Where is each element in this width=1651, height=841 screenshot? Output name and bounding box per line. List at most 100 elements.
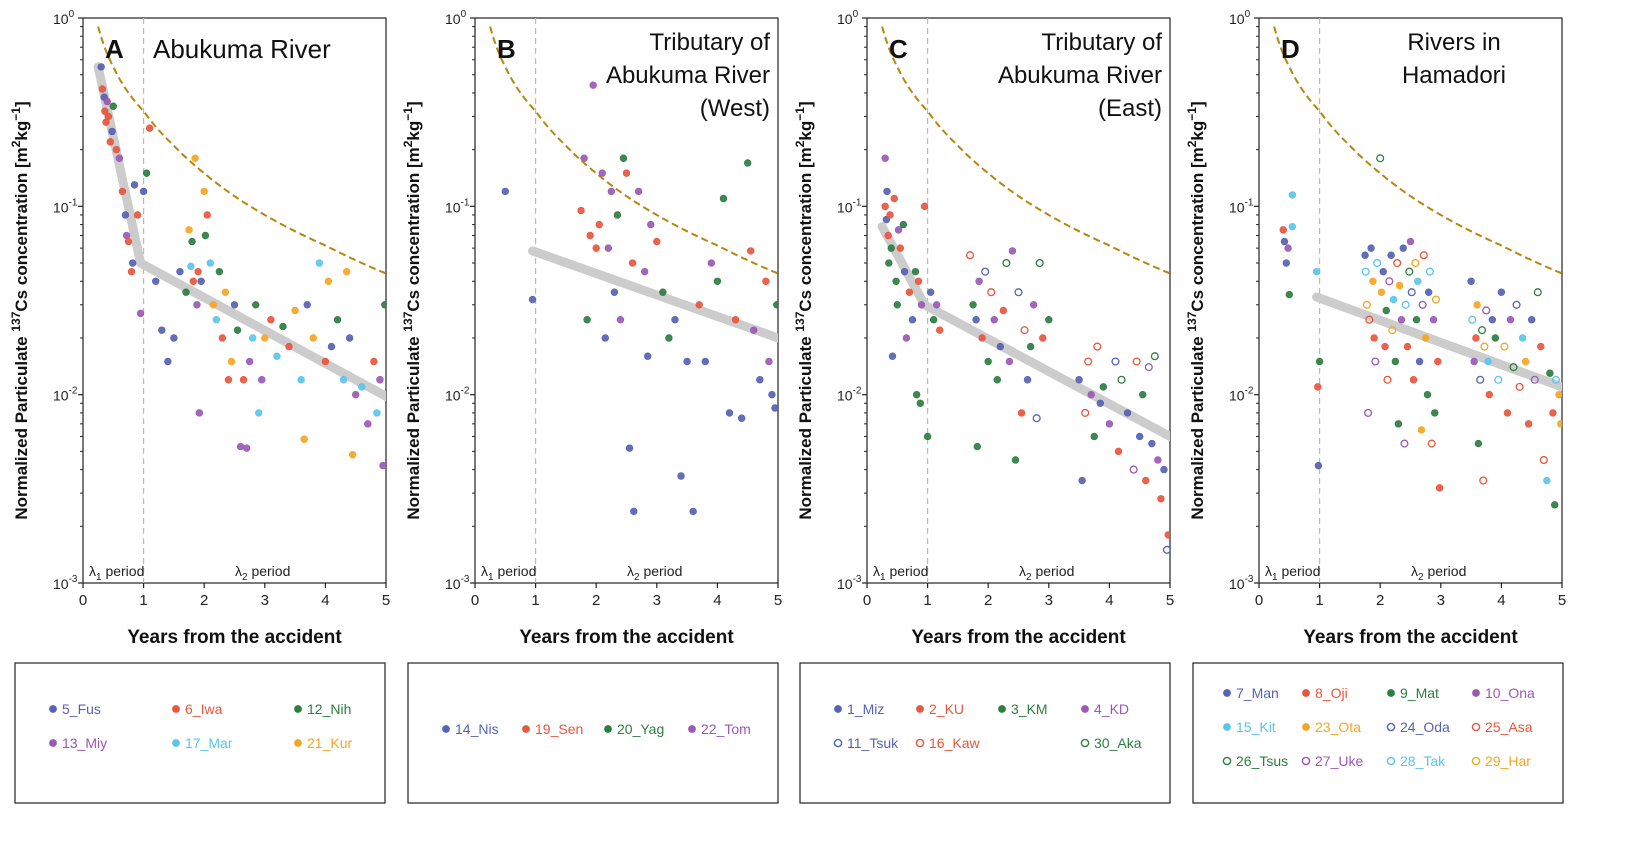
- y-tick-label: 10-2: [837, 386, 862, 404]
- data-point: [1008, 247, 1017, 255]
- data-point: [893, 301, 901, 309]
- data-point: [1387, 251, 1395, 259]
- data-point: [1144, 363, 1153, 372]
- legend-marker: [833, 738, 843, 748]
- data-point: [109, 102, 118, 110]
- legend-label: 9_Mat: [1400, 685, 1439, 701]
- data-point: [1521, 357, 1530, 366]
- trend-line: [877, 222, 1170, 441]
- reference-curve: [97, 26, 386, 275]
- data-point: [1379, 267, 1387, 276]
- x-tick-label: 3: [1045, 592, 1053, 609]
- data-point: [203, 211, 211, 219]
- data-point: [1132, 357, 1141, 366]
- period-text: period: [1424, 563, 1467, 579]
- lambda2-period-label: λ2 period: [1019, 563, 1074, 583]
- y-tick-exponent: -2: [461, 386, 470, 397]
- y-label-sup: 2: [9, 140, 23, 147]
- data-point: [888, 352, 897, 360]
- y-label-text: Normalized Particulate: [1188, 332, 1207, 520]
- data-point: [881, 154, 889, 162]
- data-point: [1546, 369, 1554, 377]
- data-point: [1468, 315, 1477, 324]
- data-point: [1045, 316, 1053, 324]
- y-tick-base: 10: [53, 388, 69, 404]
- data-point: [379, 461, 386, 470]
- data-point: [990, 316, 998, 324]
- legend-marker: [1223, 689, 1231, 697]
- y-label-text: ]: [404, 101, 423, 107]
- lambda-sub: 1: [96, 572, 102, 583]
- data-point: [1431, 295, 1441, 304]
- data-point: [333, 316, 342, 324]
- data-point: [586, 231, 594, 240]
- data-point: [1075, 376, 1083, 384]
- data-point: [695, 301, 703, 309]
- y-tick-exponent: -3: [1245, 574, 1254, 585]
- data-point: [258, 376, 266, 384]
- legend-label: 26_Tsus: [1236, 753, 1288, 769]
- data-point: [1162, 545, 1170, 554]
- legend-label: 14_Nis: [455, 721, 499, 737]
- legend-box: [14, 662, 386, 804]
- data-point: [1407, 288, 1416, 297]
- data-point: [170, 334, 178, 342]
- y-tick-exponent: 0: [69, 9, 75, 20]
- data-point: [1282, 259, 1290, 267]
- legend-marker: [1302, 689, 1310, 697]
- data-point: [630, 507, 638, 516]
- data-point: [1421, 334, 1430, 342]
- plot-frame: [866, 17, 1171, 584]
- y-label-sup: −1: [1185, 107, 1199, 121]
- lambda1-period-label: λ1 period: [1265, 563, 1320, 583]
- data-point: [1166, 584, 1173, 591]
- data-point: [358, 383, 366, 391]
- legend-marker: [998, 705, 1006, 713]
- data-point: [604, 244, 613, 252]
- data-point: [182, 288, 190, 296]
- x-tick-label: 4: [1105, 592, 1113, 609]
- y-tick-label: 100: [53, 9, 75, 27]
- y-label-sup: 2: [1185, 140, 1199, 147]
- x-tick-label: 0: [863, 592, 871, 609]
- data-point: [1555, 390, 1562, 399]
- data-point: [209, 301, 217, 309]
- y-label-text: ]: [1188, 101, 1207, 107]
- data-point: [914, 277, 923, 285]
- data-point: [1494, 375, 1503, 384]
- y-label-text: Normalized Particulate: [796, 332, 815, 520]
- data-point: [1280, 237, 1289, 246]
- legend-label: 25_Asa: [1485, 719, 1533, 735]
- y-tick-exponent: -3: [461, 574, 470, 585]
- data-point: [1491, 334, 1500, 342]
- data-point: [1409, 376, 1418, 384]
- y-tick-base: 10: [445, 199, 461, 215]
- legend-label: 22_Tom: [701, 721, 751, 737]
- y-tick-label: 10-3: [837, 574, 862, 592]
- data-point: [768, 390, 776, 399]
- lambda-sub: 2: [1026, 572, 1032, 583]
- y-tick-label: 100: [445, 9, 467, 27]
- lambda-symbol: λ: [481, 563, 488, 579]
- legend-marker: [1301, 756, 1311, 766]
- data-point: [628, 259, 637, 267]
- lambda-symbol: λ: [873, 563, 880, 579]
- legend-label: 27_Uke: [1315, 753, 1363, 769]
- data-point: [279, 322, 287, 331]
- data-point: [348, 450, 357, 459]
- data-point: [1400, 439, 1409, 448]
- data-point: [713, 277, 722, 285]
- y-label-text: Cs concentration [m: [1188, 147, 1207, 311]
- data-point: [1415, 357, 1424, 366]
- y-tick-exponent: 0: [853, 9, 859, 20]
- lambda-sub: 2: [242, 572, 248, 583]
- legend-marker: [1472, 689, 1480, 697]
- data-point: [1093, 342, 1102, 351]
- data-point: [595, 220, 603, 229]
- data-point: [1419, 251, 1428, 260]
- data-point: [773, 301, 778, 309]
- y-label-text: kg: [796, 121, 815, 141]
- y-tick-label: 10-1: [1229, 197, 1254, 215]
